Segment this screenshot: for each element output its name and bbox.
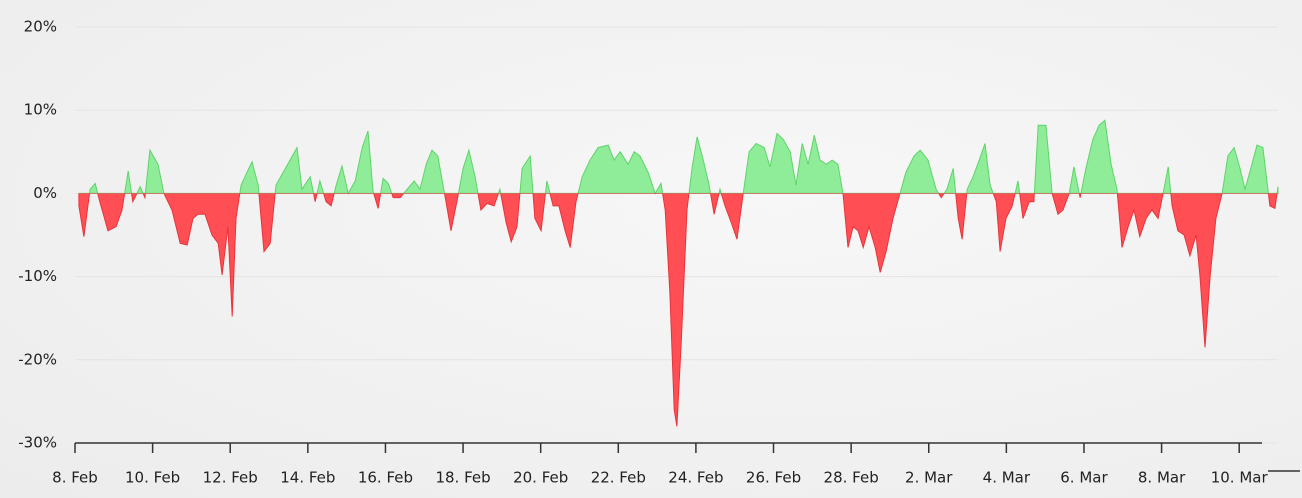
x-tick-label: 18. Feb [435,469,490,487]
y-tick-label: -30% [18,434,57,452]
x-tick-label: 28. Feb [824,469,879,487]
x-tick-label: 26. Feb [746,469,801,487]
y-tick-label: -10% [18,267,57,285]
x-tick-label: 20. Feb [513,469,568,487]
positive-area [78,119,1279,194]
x-tick-label: 2. Mar [905,469,953,487]
y-tick-label: -20% [18,350,57,368]
x-tick-label: 8. Feb [52,469,98,487]
y-tick-label: 0% [33,184,57,202]
x-tick-label: 16. Feb [358,469,413,487]
y-tick-label: 20% [24,18,57,36]
x-tick-label: 14. Feb [280,469,335,487]
negative-area [78,193,1279,427]
y-tick-label: 10% [24,101,57,119]
x-tick-label: 6. Mar [1060,469,1108,487]
x-tick-label: 10. Mar [1211,469,1269,487]
x-tick-label: 22. Feb [591,469,646,487]
x-tick-label: 4. Mar [983,469,1031,487]
x-tick-label: 12. Feb [203,469,258,487]
x-tick-label: 10. Feb [125,469,180,487]
x-tick-label: 8. Mar [1138,469,1186,487]
x-tick-label: 24. Feb [668,469,723,487]
